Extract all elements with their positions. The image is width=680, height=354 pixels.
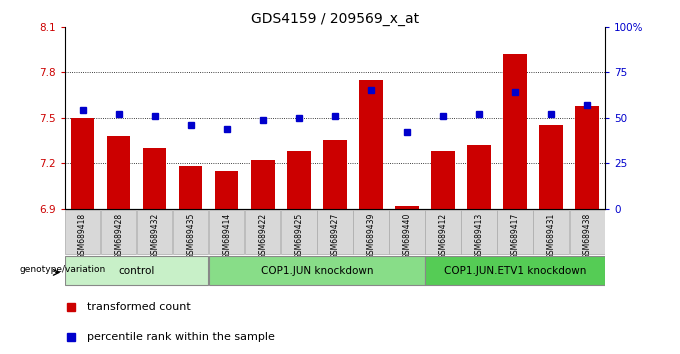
Text: GSM689412: GSM689412: [439, 212, 447, 259]
Bar: [107, 136, 131, 209]
Text: GSM689439: GSM689439: [367, 212, 375, 259]
FancyBboxPatch shape: [101, 210, 136, 254]
Bar: [395, 206, 419, 209]
Text: percentile rank within the sample: percentile rank within the sample: [87, 332, 275, 342]
FancyBboxPatch shape: [209, 256, 424, 285]
FancyBboxPatch shape: [65, 256, 208, 285]
Bar: [143, 148, 167, 209]
FancyBboxPatch shape: [462, 210, 496, 254]
FancyBboxPatch shape: [390, 210, 424, 254]
Text: COP1.JUN.ETV1 knockdown: COP1.JUN.ETV1 knockdown: [444, 266, 586, 276]
Bar: [503, 54, 527, 209]
Title: GDS4159 / 209569_x_at: GDS4159 / 209569_x_at: [251, 12, 419, 25]
Text: GSM689413: GSM689413: [475, 212, 483, 259]
Bar: [71, 118, 95, 209]
Text: control: control: [118, 266, 155, 276]
FancyBboxPatch shape: [137, 210, 172, 254]
FancyBboxPatch shape: [354, 210, 388, 254]
FancyBboxPatch shape: [245, 210, 280, 254]
Bar: [179, 166, 203, 209]
Bar: [575, 105, 599, 209]
Bar: [467, 145, 491, 209]
FancyBboxPatch shape: [209, 210, 244, 254]
FancyBboxPatch shape: [426, 256, 605, 285]
Text: genotype/variation: genotype/variation: [19, 265, 105, 274]
Text: COP1.JUN knockdown: COP1.JUN knockdown: [260, 266, 373, 276]
Text: GSM689440: GSM689440: [403, 212, 411, 259]
Text: GSM689427: GSM689427: [330, 212, 339, 259]
Bar: [431, 151, 455, 209]
Text: GSM689418: GSM689418: [78, 212, 87, 259]
Text: GSM689417: GSM689417: [511, 212, 520, 259]
Bar: [215, 171, 239, 209]
Text: GSM689435: GSM689435: [186, 212, 195, 259]
Text: GSM689431: GSM689431: [547, 212, 556, 259]
FancyBboxPatch shape: [570, 210, 605, 254]
FancyBboxPatch shape: [318, 210, 352, 254]
Text: GSM689422: GSM689422: [258, 212, 267, 259]
Text: GSM689428: GSM689428: [114, 212, 123, 259]
FancyBboxPatch shape: [65, 210, 100, 254]
Bar: [251, 160, 275, 209]
FancyBboxPatch shape: [282, 210, 316, 254]
FancyBboxPatch shape: [534, 210, 568, 254]
Bar: [323, 141, 347, 209]
Text: GSM689438: GSM689438: [583, 212, 592, 259]
FancyBboxPatch shape: [426, 210, 460, 254]
Bar: [359, 80, 383, 209]
FancyBboxPatch shape: [173, 210, 208, 254]
Bar: [287, 151, 311, 209]
Bar: [539, 125, 563, 209]
Text: GSM689432: GSM689432: [150, 212, 159, 259]
Text: GSM689414: GSM689414: [222, 212, 231, 259]
FancyBboxPatch shape: [498, 210, 532, 254]
Text: GSM689425: GSM689425: [294, 212, 303, 259]
Text: transformed count: transformed count: [87, 302, 191, 312]
